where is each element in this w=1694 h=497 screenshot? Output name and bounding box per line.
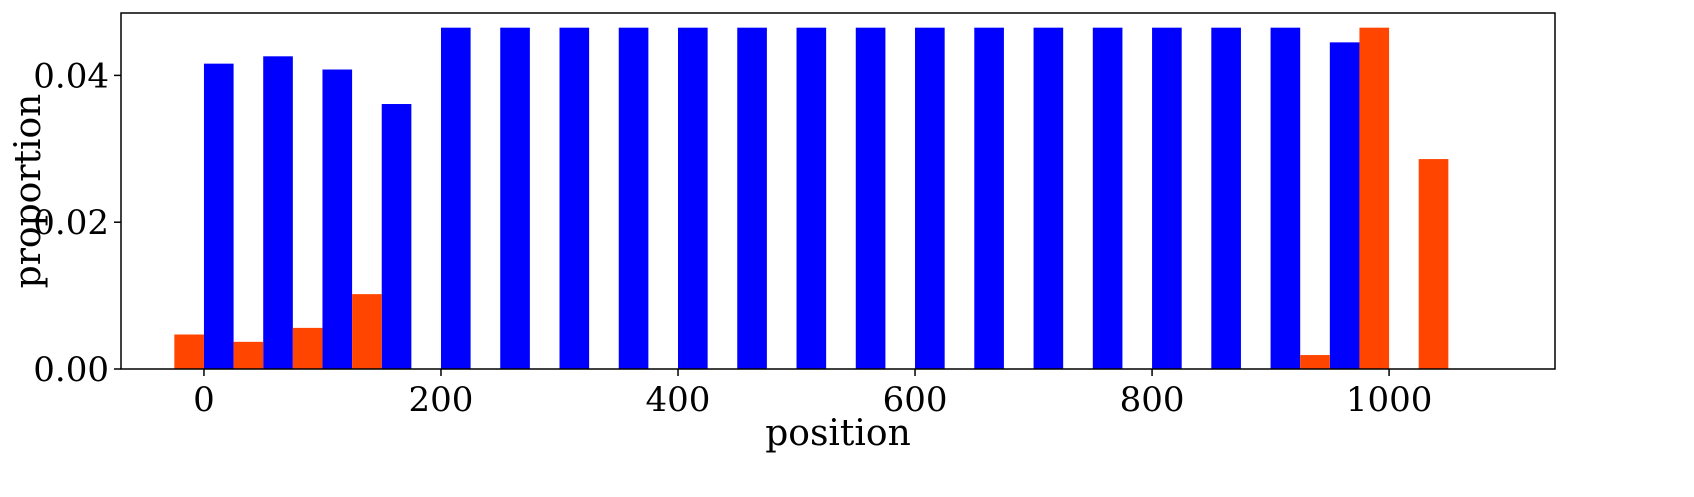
bar-series-0-14 — [1033, 27, 1064, 370]
x-tick-label: 400 — [646, 380, 711, 420]
bars-group — [174, 27, 1449, 370]
bar-series-0-7 — [618, 27, 649, 370]
y-tick-label: 0.04 — [33, 56, 109, 96]
plot-frame — [120, 12, 1556, 370]
x-axis-ticks: 0 200 400 600 800 1000 — [193, 369, 1432, 420]
bar-series-1-21 — [1418, 159, 1449, 369]
bar-series-0-12 — [915, 27, 945, 370]
bar-series-0-15 — [1092, 27, 1123, 370]
bar-series-0-4 — [440, 27, 471, 370]
bar-series-0-8 — [678, 27, 708, 370]
bar-series-0-0 — [203, 63, 234, 370]
bar-series-0-19 — [1329, 42, 1360, 370]
bar-series-0-2 — [322, 69, 353, 370]
bar-series-1-19 — [1300, 355, 1330, 369]
bar-series-0-18 — [1270, 27, 1301, 370]
bar-series-0-1 — [263, 56, 293, 370]
bar-series-1-3 — [352, 294, 382, 369]
x-tick-label: 200 — [409, 380, 474, 420]
bar-series-0-11 — [855, 27, 886, 370]
bar-series-0-17 — [1211, 27, 1241, 370]
bar-series-0-5 — [500, 27, 530, 370]
y-tick-label: 0.00 — [33, 350, 109, 390]
x-axis-label: position — [765, 413, 911, 454]
bar-series-0-9 — [737, 27, 767, 370]
y-axis-label: proportion — [8, 94, 49, 289]
bar-series-1-1 — [233, 341, 264, 369]
bar-series-0-10 — [796, 27, 827, 370]
y-axis-ticks: 0.00 0.02 0.04 — [33, 56, 121, 390]
y-tick-label: 0.02 — [33, 203, 109, 243]
bar-series-1-20 — [1359, 27, 1390, 370]
x-tick-label: 0 — [193, 380, 215, 420]
bar-series-0-6 — [559, 27, 590, 370]
bar-series-1-0 — [174, 334, 204, 369]
x-tick-label: 800 — [1120, 380, 1185, 420]
x-tick-label: 600 — [883, 380, 948, 420]
bar-series-1-2 — [292, 327, 323, 369]
bar-series-0-13 — [974, 27, 1004, 370]
x-tick-label: 1000 — [1346, 380, 1433, 420]
bar-series-0-3 — [381, 104, 412, 370]
bar-series-0-16 — [1152, 27, 1182, 370]
